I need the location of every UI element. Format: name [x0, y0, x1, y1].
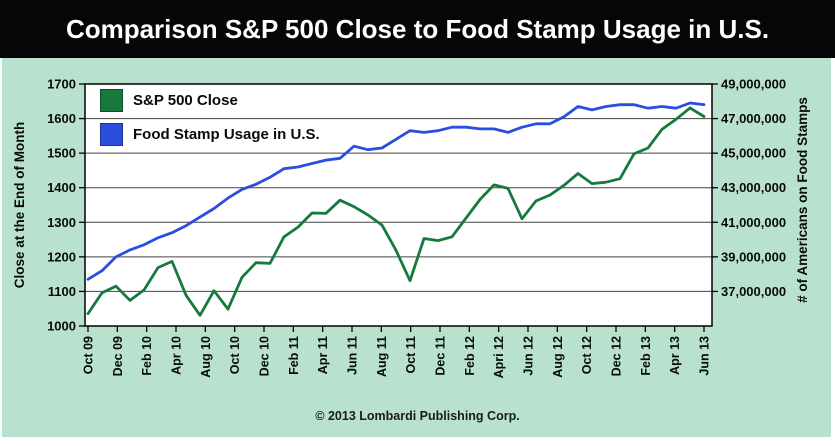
x-tick-label: Dec 09	[111, 336, 125, 376]
x-tick-label: Oct 10	[228, 336, 242, 374]
y-left-tick-label: 1600	[47, 111, 76, 126]
x-tick-label: Jun 12	[522, 336, 536, 376]
x-tick-label: Dec 10	[258, 336, 272, 376]
foodstamp-legend-label: Food Stamp Usage in U.S.	[133, 125, 320, 143]
y-left-tick-label: 1500	[47, 146, 76, 161]
y-left-tick-label: 1100	[48, 284, 76, 299]
legend-item-foodstamp: Food Stamp Usage in U.S.	[100, 121, 320, 147]
x-tick-label: Apr 10	[170, 336, 184, 375]
plot-area	[85, 84, 712, 326]
y-right-tick-label: 41,000,000	[721, 215, 786, 230]
x-tick-label: Feb 12	[463, 336, 477, 376]
x-tick-label: Apr 11	[316, 336, 330, 374]
x-tick-label: Feb 13	[639, 336, 653, 376]
x-tick-label: Oct 12	[580, 336, 594, 374]
x-tick-label: Dec 11	[434, 336, 448, 376]
x-tick-label: Apr 13	[668, 336, 682, 375]
foodstamp-line	[86, 101, 706, 281]
page-title: Comparison S&P 500 Close to Food Stamp U…	[65, 13, 770, 44]
foodstamp-legend-swatch	[100, 122, 123, 146]
y-left-tick-label: 1000	[47, 319, 76, 334]
x-tick-label: Aug 12	[551, 336, 565, 378]
legend-item-sp500: S&P 500 Close	[100, 87, 238, 113]
title-bar: Comparison S&P 500 Close to Food Stamp U…	[0, 0, 835, 58]
y-right-tick-label: 45,000,000	[721, 146, 786, 161]
y-right-tick-label: 49,000,000	[721, 77, 786, 92]
y-axis-right-title: # of Americans on Food Stamps	[795, 97, 810, 303]
x-tick-label: Oct 09	[82, 336, 96, 374]
copyright-text: © 2013 Lombardi Publishing Corp.	[315, 409, 520, 423]
y-axis-left-title: Close at the End of Month	[12, 122, 27, 289]
y-right-tick-label: 43,000,000	[721, 180, 786, 195]
x-tick-label: Aug 10	[199, 336, 213, 378]
sp500-line	[86, 106, 706, 317]
x-tick-label: Aug 11	[375, 336, 389, 377]
x-tick-label: Apri 12	[492, 336, 506, 378]
y-right-tick-label: 37,000,000	[721, 284, 786, 299]
sp500-legend-swatch	[100, 88, 123, 112]
y-left-tick-label: 1300	[47, 215, 76, 230]
plot-border	[84, 83, 713, 327]
x-tick-label: Oct 11	[404, 336, 418, 374]
sp500-legend-label: S&P 500 Close	[133, 91, 238, 109]
x-tick-label: Feb 11	[287, 336, 301, 375]
x-tick-label: Dec 12	[610, 336, 624, 376]
y-right-tick-label: 39,000,000	[721, 249, 786, 264]
y-left-tick-label: 1400	[47, 180, 76, 195]
x-tick-label: Jun 11	[346, 336, 360, 375]
x-tick-label: Jun 13	[698, 336, 712, 376]
y-left-tick-label: 1700	[47, 77, 76, 92]
y-right-tick-label: 47,000,000	[721, 111, 786, 126]
y-left-tick-label: 1200	[47, 249, 76, 264]
x-tick-label: Feb 10	[140, 336, 154, 376]
